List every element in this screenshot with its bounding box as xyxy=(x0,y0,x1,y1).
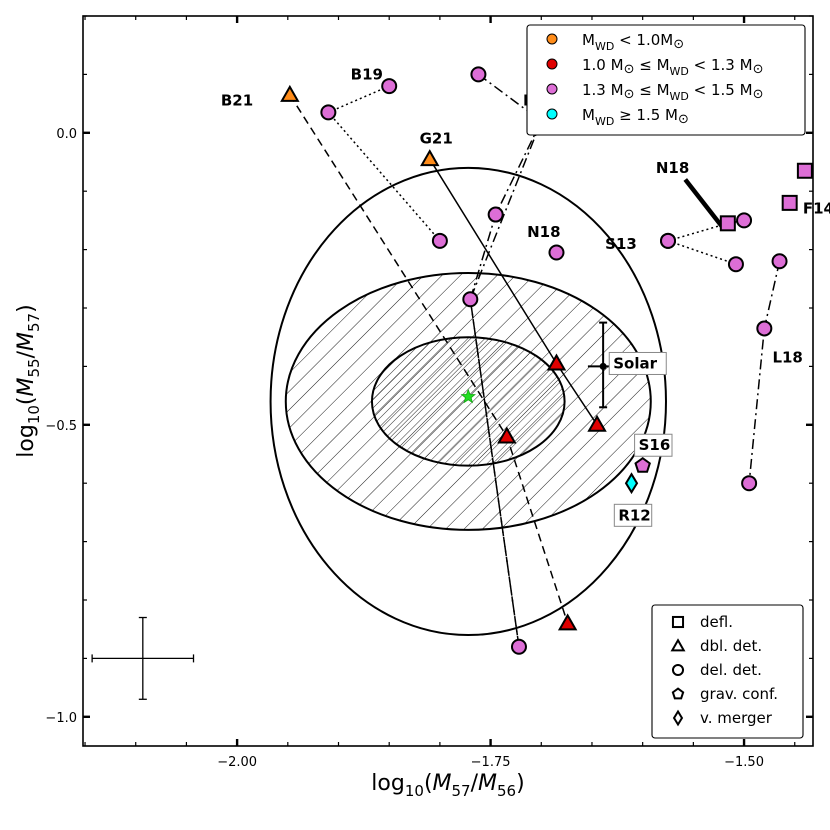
point-s13-5-1 xyxy=(727,256,744,273)
boxed-label-bg-solar xyxy=(608,351,667,375)
series-line-l18-7 xyxy=(748,261,781,484)
legend-top-label-0: MWD < 1.0M⊙ xyxy=(582,31,684,53)
x-tick-label-2: −1.50 xyxy=(724,755,764,770)
point-f14-8-0 xyxy=(796,162,813,179)
point-b21-0-0 xyxy=(280,84,300,102)
point-n18-6-1 xyxy=(719,215,736,232)
point-l18-7-2 xyxy=(741,475,758,492)
point-b21-0-2 xyxy=(557,613,578,631)
label-l18-8: L18 xyxy=(772,349,802,367)
legend-bottom-label-2: del. det. xyxy=(700,661,762,679)
series-markers xyxy=(91,66,813,700)
label-n18-5: N18 xyxy=(656,159,689,177)
label-b21-0: B21 xyxy=(221,92,253,110)
point-l18-7-1 xyxy=(756,320,773,337)
ellipse-1 xyxy=(269,166,667,637)
y-tick-label-1: −0.5 xyxy=(45,419,77,434)
point-r12-10-0 xyxy=(624,472,639,495)
series-line-s13-5 xyxy=(667,240,737,265)
connector-line-1 xyxy=(469,299,520,647)
boxed-label-bg-r12 xyxy=(613,503,653,527)
legend-top-label-3: MWD ≥ 1.5 M⊙ xyxy=(582,106,689,128)
legend-bottom-marker-0 xyxy=(671,615,685,629)
legend-bottom-marker-2 xyxy=(671,663,685,677)
legend-bottom-marker-3 xyxy=(671,687,685,700)
label-g21-3: G21 xyxy=(420,130,453,148)
green-star-marker xyxy=(460,388,476,404)
point-n18-6-2 xyxy=(736,212,753,229)
legend-top-swatch-0 xyxy=(546,33,558,45)
point-g21-1-2 xyxy=(587,414,607,432)
plot-frame xyxy=(82,15,814,747)
legend-top-swatch-3 xyxy=(546,108,558,120)
legend-top-swatch-2 xyxy=(546,83,558,95)
point-b19-2-1 xyxy=(320,104,337,121)
point-f14-8-1 xyxy=(781,194,798,211)
legends: MWD < 1.0M⊙ 1.0 M⊙ ≤ MWD < 1.3 M⊙ 1.3 M⊙ ≤… xyxy=(526,24,806,739)
solar-point xyxy=(599,362,607,370)
point-g21-1-1 xyxy=(546,353,567,371)
point-b19-2-0 xyxy=(381,78,398,95)
point-b21-0-1 xyxy=(497,426,517,444)
point-g21-1-0 xyxy=(420,149,440,167)
legend-bottom-marker-1 xyxy=(670,638,686,652)
y-tick-label-2: −1.0 xyxy=(45,711,77,726)
legend-top-label-2: 1.3 M⊙ ≤ MWD < 1.5 M⊙ xyxy=(582,81,763,103)
boxed-label-solar: Solar xyxy=(613,354,657,372)
label-s13-6: S13 xyxy=(605,235,637,253)
point-h19-3-0 xyxy=(470,66,487,83)
legend-bottom-label-1: dbl. det. xyxy=(700,637,762,655)
x-axis-label: log10(M57/M56) xyxy=(371,771,524,800)
legend-bottom-label-3: grav. conf. xyxy=(700,685,778,703)
legend-top-label-1: 1.0 M⊙ ≤ MWD < 1.3 M⊙ xyxy=(582,56,763,78)
region-ellipses xyxy=(269,166,667,637)
y-tick-label-0: 0.0 xyxy=(56,127,77,142)
label-n18-4: N18 xyxy=(527,223,560,241)
legend-bottom-marker-4 xyxy=(672,709,684,727)
legend-top-swatch-1 xyxy=(546,58,558,70)
point-n18-4-0 xyxy=(548,244,565,261)
boxed-label-bg-s16 xyxy=(634,433,673,457)
boxed-label-r12: R12 xyxy=(618,506,650,524)
label-f14-7: F14 xyxy=(803,200,830,218)
series-line-n18-6 xyxy=(667,219,745,242)
ellipse-3 xyxy=(370,336,566,467)
n18-bar xyxy=(683,178,724,228)
boxed-label-s16: S16 xyxy=(639,436,671,454)
y-axis-label: log10(M55/M57) xyxy=(14,304,43,457)
legend-top-box xyxy=(526,24,806,136)
point-h19-3-4 xyxy=(510,638,527,655)
connector-line-0 xyxy=(469,120,542,300)
point-l18-7-0 xyxy=(771,253,788,270)
point-h19-3-2 xyxy=(487,206,504,223)
point-b19-2-2 xyxy=(431,232,448,249)
x-tick-label-1: −1.75 xyxy=(471,755,511,770)
point-h19-3-3 xyxy=(462,291,479,308)
axes: −2.00 −1.75 −1.50 0.0 −0.5 −1.0 log10(M57/M56)… xyxy=(14,15,814,800)
legend-bottom-label-4: v. merger xyxy=(700,709,773,727)
x-tick-label-0: −2.00 xyxy=(217,755,257,770)
legend-bottom-box xyxy=(651,604,804,739)
legend-bottom-label-0: defl. xyxy=(700,613,733,631)
label-b19-1: B19 xyxy=(351,65,383,83)
point-s16-9-0 xyxy=(634,456,651,473)
point-n18-6-0 xyxy=(660,232,677,249)
